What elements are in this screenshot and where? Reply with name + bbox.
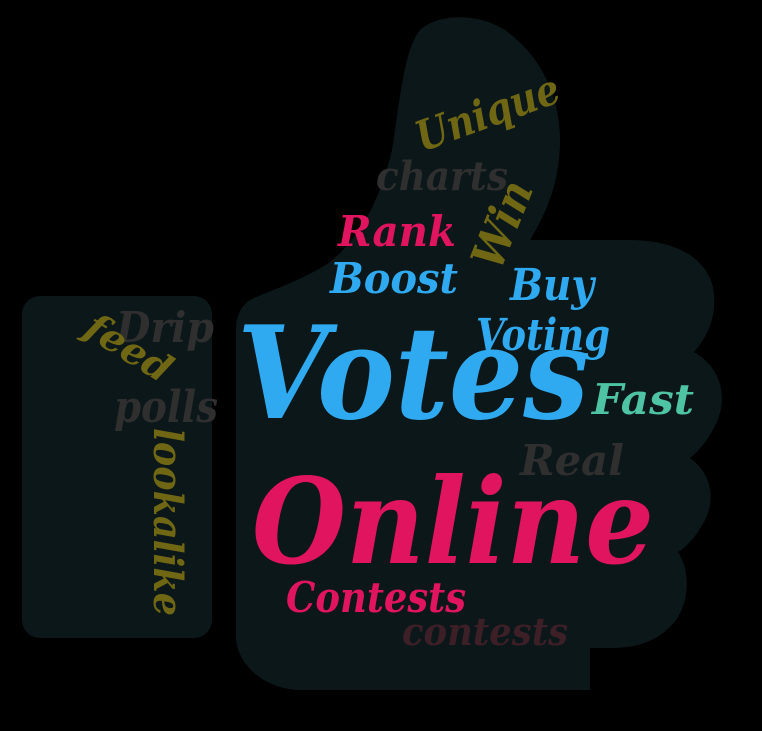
thumb-hand [236,17,722,690]
word-polls: polls [114,382,218,433]
word-cloud: Votes Online Contests contests Unique ch… [75,64,694,654]
word-contests-lower: contests [402,609,568,654]
word-lookalike: lookalike [144,428,191,616]
word-rank: Rank [337,207,456,256]
word-charts: charts [376,153,508,200]
word-contests-cap: Contests [286,573,466,622]
word-real: Real [519,436,624,485]
word-drip: Drip [115,303,214,352]
word-boost: Boost [329,254,458,303]
word-votes: Votes [237,299,589,449]
word-fast: Fast [591,375,694,424]
thumbs-up-icon [22,17,722,690]
word-voting: Voting [476,310,610,361]
word-buy: Buy [508,260,597,311]
thumb-cuff [22,296,212,638]
word-online: Online [252,452,654,591]
